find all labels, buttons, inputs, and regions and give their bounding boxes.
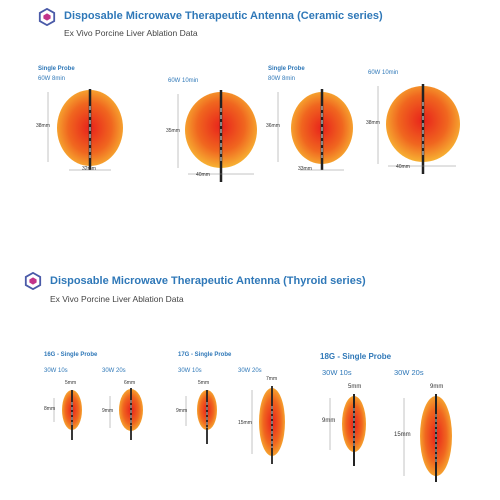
section1-subtitle: Ex Vivo Porcine Liver Ablation Data bbox=[64, 28, 198, 38]
height-measure: 9mm bbox=[102, 408, 114, 414]
section2-subtitle: Ex Vivo Porcine Liver Ablation Data bbox=[50, 294, 184, 304]
company-logo-icon bbox=[24, 272, 42, 290]
height-measure: 36mm bbox=[266, 123, 280, 129]
height-measure: 15mm bbox=[394, 432, 411, 438]
width-measure: 5mm bbox=[198, 380, 210, 386]
power-time-label: 60W 8min bbox=[38, 76, 66, 82]
ablation-zone bbox=[377, 84, 460, 174]
height-measure: 8mm bbox=[44, 406, 56, 412]
ablation-zone bbox=[329, 394, 366, 466]
height-measure: 38mm bbox=[366, 120, 380, 126]
section1-title: Disposable Microwave Therapeutic Antenna… bbox=[64, 10, 383, 22]
power-time-label: 30W 20s bbox=[102, 368, 126, 374]
power-time-label: 60W 10min bbox=[168, 78, 199, 84]
section2-title: Disposable Microwave Therapeutic Antenna… bbox=[50, 275, 366, 287]
power-time-label: 30W 20s bbox=[238, 368, 262, 374]
probe-group-label: 16G - Single Probe bbox=[44, 352, 98, 358]
probe-group-label: 17G - Single Probe bbox=[178, 352, 232, 358]
height-measure: 38mm bbox=[36, 123, 50, 129]
ablation-zone bbox=[109, 388, 143, 440]
width-measure: 32mm bbox=[82, 166, 96, 172]
company-logo-icon bbox=[38, 8, 56, 26]
width-measure: 5mm bbox=[65, 380, 77, 386]
width-measure: 5mm bbox=[348, 384, 362, 390]
ablation-zone bbox=[185, 390, 217, 444]
power-time-label: 80W 8min bbox=[268, 76, 296, 82]
ablation-zone bbox=[251, 386, 285, 464]
ablation-zone bbox=[177, 90, 257, 182]
width-measure: 33mm bbox=[298, 166, 312, 172]
height-measure: 15mm bbox=[238, 420, 252, 426]
height-measure: 9mm bbox=[176, 408, 188, 414]
width-measure: 9mm bbox=[430, 384, 444, 390]
ablation-zone bbox=[403, 394, 452, 482]
power-time-label: 30W 10s bbox=[178, 368, 202, 374]
power-time-label: 30W 10s bbox=[322, 368, 352, 377]
ablation-zone bbox=[53, 390, 82, 440]
height-measure: 9mm bbox=[322, 418, 336, 424]
height-measure: 35mm bbox=[166, 128, 180, 134]
power-time-label: 60W 10min bbox=[368, 70, 399, 76]
power-time-label: 30W 10s bbox=[44, 368, 68, 374]
width-measure: 40mm bbox=[396, 164, 410, 170]
ablation-zone bbox=[47, 89, 123, 171]
probe-label: Single Probe bbox=[38, 66, 75, 72]
width-measure: 40mm bbox=[196, 172, 210, 178]
power-time-label: 30W 20s bbox=[394, 368, 424, 377]
probe-group-label: 18G - Single Probe bbox=[320, 352, 392, 361]
width-measure: 6mm bbox=[124, 380, 136, 386]
width-measure: 7mm bbox=[266, 376, 278, 382]
ablation-zone bbox=[277, 89, 353, 171]
probe-label: Single Probe bbox=[268, 66, 305, 72]
